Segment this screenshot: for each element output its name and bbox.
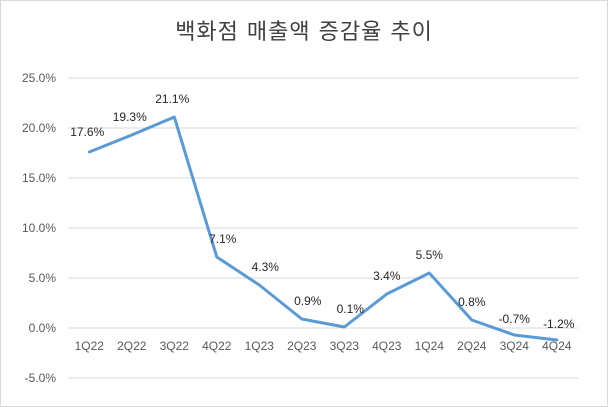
x-tick-label: 2Q23 (287, 339, 317, 353)
data-label: 7.1% (209, 232, 237, 246)
x-tick-label: 4Q24 (542, 339, 572, 353)
series-line-group (87, 115, 559, 342)
data-label: 0.8% (458, 295, 486, 309)
x-tick-label: 2Q24 (457, 339, 487, 353)
data-label: 21.1% (155, 92, 189, 106)
y-axis: 25.0% 20.0% 15.0% 10.0% 5.0% 0.0% -5.0% (22, 71, 56, 385)
data-label: 4.3% (252, 260, 280, 274)
data-label: 19.3% (113, 110, 147, 124)
data-label: 0.1% (337, 302, 365, 316)
chart-title: 백화점 매출액 증감율 추이 (175, 20, 433, 45)
x-tick-label: 4Q23 (372, 339, 402, 353)
x-tick-label: 3Q24 (500, 339, 530, 353)
x-axis: 1Q22 2Q22 3Q22 4Q22 1Q23 2Q23 3Q23 4Q23 1Q24 2Q24… (75, 339, 572, 353)
series-line (87, 115, 559, 342)
data-label: 3.4% (373, 269, 401, 283)
x-tick-label: 3Q23 (330, 339, 360, 353)
y-tick-label: 0.0% (29, 321, 57, 335)
data-label: 17.6% (70, 125, 104, 139)
data-label: -0.7% (499, 312, 531, 326)
x-tick-label: 1Q22 (75, 339, 105, 353)
data-label: -1.2% (543, 317, 575, 331)
y-tick-label: -5.0% (25, 371, 57, 385)
data-labels: 17.6% 19.3% 21.1% 7.1% 4.3% 0.9% 0.1% 3.4% 5.5% 0… (70, 92, 575, 331)
x-tick-label: 4Q22 (202, 339, 232, 353)
x-tick-label: 3Q22 (160, 339, 190, 353)
data-label: 5.5% (416, 248, 444, 262)
x-tick-label: 1Q24 (415, 339, 445, 353)
y-tick-label: 10.0% (22, 221, 56, 235)
y-tick-label: 20.0% (22, 121, 56, 135)
y-tick-label: 15.0% (22, 171, 56, 185)
x-tick-label: 1Q23 (245, 339, 275, 353)
x-tick-label: 2Q22 (117, 339, 147, 353)
y-tick-label: 25.0% (22, 71, 56, 85)
data-label: 0.9% (294, 294, 322, 308)
y-tick-label: 5.0% (29, 271, 57, 285)
